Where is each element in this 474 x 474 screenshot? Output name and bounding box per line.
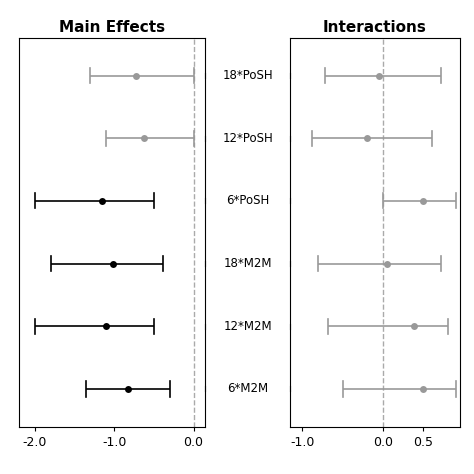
Text: 6*PoSH: 6*PoSH (226, 194, 270, 208)
Text: 12*PoSH: 12*PoSH (222, 132, 273, 145)
Text: 6*M2M: 6*M2M (228, 383, 268, 395)
Title: Main Effects: Main Effects (59, 20, 165, 36)
Text: 12*M2M: 12*M2M (224, 320, 272, 333)
Title: Interactions: Interactions (323, 20, 427, 36)
Text: 18*M2M: 18*M2M (224, 257, 272, 270)
Text: 18*PoSH: 18*PoSH (222, 69, 273, 82)
